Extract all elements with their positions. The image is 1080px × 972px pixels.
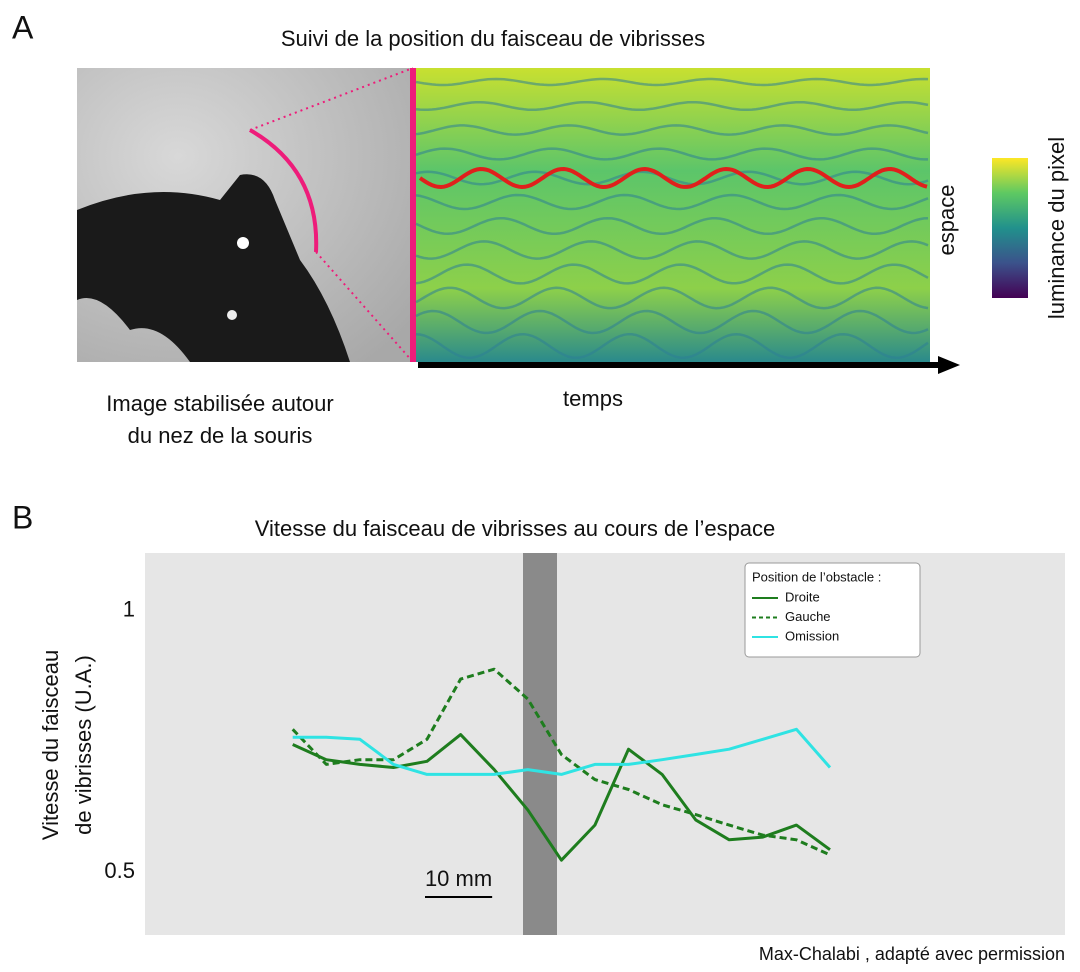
panel-label: B	[12, 499, 33, 535]
background-photo	[145, 553, 1065, 935]
tracked-position	[418, 166, 928, 190]
kymograph	[410, 68, 930, 362]
colorbar-label: luminance du pixel	[1044, 137, 1069, 319]
series-line	[292, 733, 831, 862]
time-axis	[418, 356, 960, 374]
y-label: de vibrisses (U.A.)	[71, 655, 96, 835]
legend-label: Omission	[785, 628, 839, 643]
caption: Image stabilisée autour	[106, 391, 333, 416]
x-label: temps	[563, 386, 623, 411]
caption: du nez de la souris	[128, 423, 313, 448]
texture	[415, 147, 928, 161]
series-line	[292, 727, 832, 776]
legend: Position de l’obstacle :	[744, 562, 921, 658]
texture	[415, 286, 929, 310]
panel-title: Suivi de la position du faisceau de vibr…	[281, 26, 705, 51]
scale-bar-label: 10 mm	[425, 866, 492, 891]
colorbar	[992, 158, 1028, 298]
chart-title: Vitesse du faisceau de vibrisses au cour…	[255, 516, 776, 541]
series-line	[291, 667, 831, 857]
y-tick-label: 1	[123, 596, 135, 621]
y-tick-label: 0.5	[104, 858, 135, 883]
legend-label: Gauche	[785, 609, 831, 624]
texture	[415, 170, 929, 186]
legend-label: Droite	[785, 589, 820, 604]
texture	[415, 240, 929, 260]
legend-title: Position de l’obstacle :	[752, 569, 881, 584]
texture	[415, 332, 929, 360]
texture	[415, 77, 929, 87]
y-label: Vitesse du faisceau	[38, 650, 63, 840]
credit: Max-Chalabi , adapté avec permission	[759, 944, 1065, 964]
y-label: espace	[934, 185, 959, 256]
texture	[415, 100, 929, 112]
texture	[415, 193, 929, 211]
texture	[415, 124, 929, 136]
panel-label: A	[12, 9, 34, 45]
texture	[415, 216, 929, 236]
texture	[415, 263, 929, 285]
texture	[415, 309, 929, 335]
mouse-photo	[77, 67, 414, 363]
